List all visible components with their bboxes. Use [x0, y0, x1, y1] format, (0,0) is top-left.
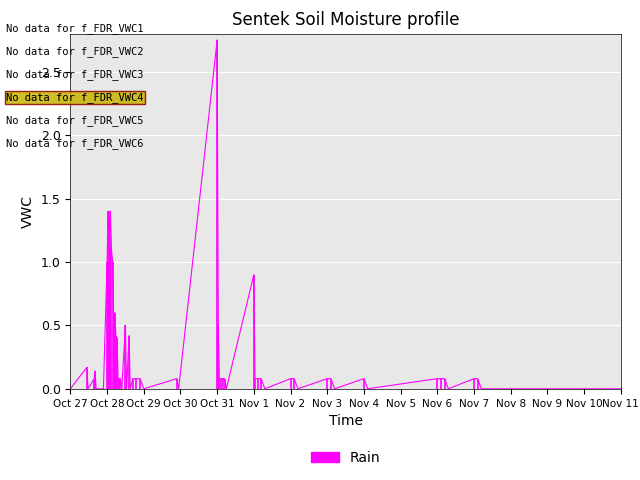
Text: No data for f_FDR_VWC3: No data for f_FDR_VWC3: [6, 69, 144, 80]
Y-axis label: VWC: VWC: [21, 195, 35, 228]
Text: No data for f_FDR_VWC4: No data for f_FDR_VWC4: [6, 92, 144, 103]
Title: Sentek Soil Moisture profile: Sentek Soil Moisture profile: [232, 11, 460, 29]
Text: No data for f_FDR_VWC6: No data for f_FDR_VWC6: [6, 138, 144, 149]
Text: No data for f_FDR_VWC1: No data for f_FDR_VWC1: [6, 23, 144, 34]
Text: No data for f_FDR_VWC5: No data for f_FDR_VWC5: [6, 115, 144, 126]
Text: No data for f_FDR_VWC2: No data for f_FDR_VWC2: [6, 46, 144, 57]
Text: No data for f_FDR_VWC4: No data for f_FDR_VWC4: [6, 92, 144, 103]
Legend: Rain: Rain: [305, 445, 386, 471]
X-axis label: Time: Time: [328, 414, 363, 428]
